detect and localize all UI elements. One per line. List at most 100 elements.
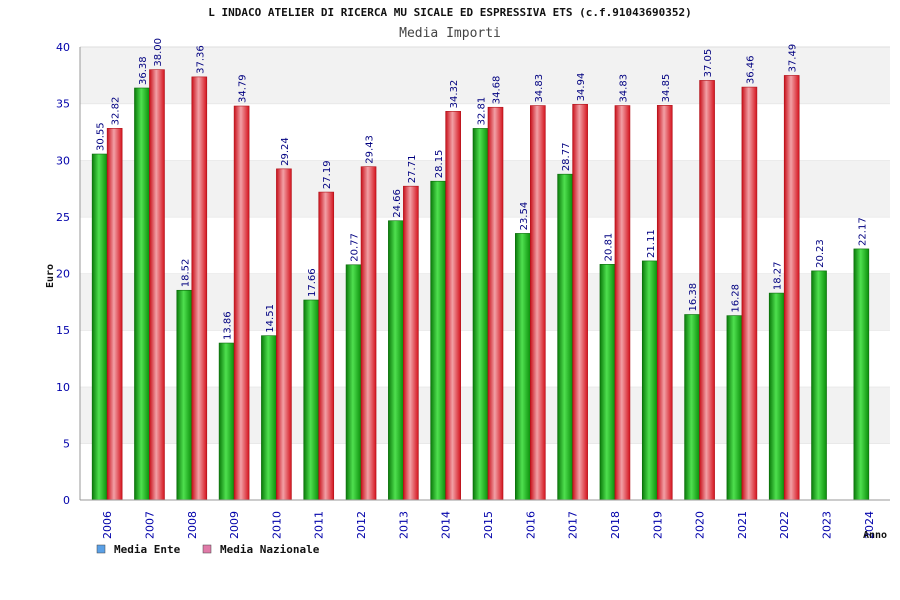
y-axis-ticks: 0 5 10 15 20 25 30 35 40 — [56, 41, 70, 507]
bars — [91, 69, 870, 501]
bar-media-nazionale-2013 — [403, 185, 419, 501]
bar-media-nazionale-2021 — [741, 86, 758, 501]
bar-media-ente-2010 — [261, 335, 277, 501]
bar-media-ente-2016 — [515, 233, 531, 501]
value-label-media-nazionale-2016: 34.83 — [534, 74, 545, 103]
value-label-media-nazionale-2019: 34.85 — [661, 74, 672, 103]
bar-media-nazionale-2014 — [445, 111, 461, 501]
value-label-media-nazionale-2018: 34.83 — [618, 74, 629, 103]
x-tick-label-2009: 2009 — [228, 511, 241, 539]
value-label-media-ente-2008: 18.52 — [180, 259, 191, 288]
bar-media-ente-2008 — [176, 289, 193, 501]
bar-media-ente-2015 — [472, 128, 489, 501]
bar-media-nazionale-2006 — [106, 128, 123, 501]
bar-media-nazionale-2015 — [487, 106, 504, 501]
bar-media-nazionale-2019 — [656, 105, 673, 501]
bar-media-ente-2013 — [388, 220, 404, 501]
value-label-media-ente-2021: 16.28 — [730, 284, 741, 313]
value-label-media-ente-2020: 16.38 — [688, 283, 699, 312]
x-tick-label-2016: 2016 — [524, 511, 537, 539]
x-tick-label-2015: 2015 — [482, 511, 495, 539]
value-label-media-ente-2011: 17.66 — [307, 268, 318, 297]
bar-media-ente-2018 — [599, 264, 616, 501]
value-labels: 30.55 32.82 36.38 38.00 18.52 37.36 13.86 34.79… — [96, 38, 869, 340]
value-label-media-ente-2010: 14.51 — [265, 304, 276, 333]
legend: Media Ente Media Nazionale — [96, 543, 320, 556]
x-tick-label-2019: 2019 — [651, 511, 664, 539]
bar-media-nazionale-2020 — [699, 80, 715, 501]
value-label-media-nazionale-2006: 32.82 — [111, 97, 122, 126]
value-label-media-ente-2022: 18.27 — [773, 261, 784, 290]
value-label-media-nazionale-2021: 36.46 — [745, 55, 756, 84]
bar-media-nazionale-2009 — [233, 105, 250, 501]
bar-media-nazionale-2017 — [572, 104, 588, 501]
value-label-media-ente-2016: 23.54 — [519, 202, 530, 231]
x-tick-label-2020: 2020 — [694, 511, 707, 539]
bar-media-nazionale-2008 — [191, 76, 208, 501]
bar-media-nazionale-2011 — [318, 191, 335, 501]
value-label-media-nazionale-2009: 34.79 — [238, 74, 249, 103]
value-label-media-ente-2006: 30.55 — [96, 122, 107, 151]
value-label-media-ente-2019: 21.11 — [646, 229, 657, 258]
legend-label-media-nazionale: Media Nazionale — [220, 543, 320, 556]
x-tick-label-2007: 2007 — [143, 511, 156, 539]
bar-media-nazionale-2022 — [783, 75, 800, 501]
x-tick-label-2011: 2011 — [313, 511, 326, 539]
y-tick-label: 30 — [56, 154, 70, 167]
y-tick-label: 10 — [56, 381, 70, 394]
legend-label-media-ente: Media Ente — [114, 543, 181, 556]
bar-media-nazionale-2018 — [614, 105, 631, 501]
x-tick-label-2014: 2014 — [440, 511, 453, 539]
bar-media-ente-2014 — [430, 180, 446, 501]
y-tick-label: 25 — [56, 211, 70, 224]
legend-swatch-media-ente — [96, 544, 106, 554]
bar-media-nazionale-2007 — [149, 69, 165, 501]
bar-media-nazionale-2010 — [276, 168, 292, 501]
y-tick-label: 35 — [56, 98, 70, 111]
value-label-media-ente-2013: 24.66 — [392, 189, 403, 218]
x-axis-ticks: 2006 2007 2008 2009 2010 2011 2012 2013 2014 2015… — [101, 511, 876, 539]
x-tick-label-2023: 2023 — [821, 511, 834, 539]
x-axis-label: Anno — [863, 530, 887, 541]
value-label-media-ente-2009: 13.86 — [223, 311, 234, 340]
x-tick-label-2022: 2022 — [778, 511, 791, 539]
bar-media-ente-2024 — [853, 248, 870, 501]
bar-media-nazionale-2012 — [360, 166, 377, 501]
value-label-media-ente-2024: 22.17 — [857, 217, 868, 246]
chart-title: L INDACO ATELIER DI RICERCA MU SICALE ED… — [208, 6, 691, 19]
bar-media-ente-2023 — [811, 270, 827, 501]
x-tick-label-2008: 2008 — [186, 511, 199, 539]
value-label-media-nazionale-2014: 34.32 — [449, 80, 460, 109]
value-label-media-ente-2017: 28.77 — [561, 143, 572, 172]
bar-media-nazionale-2016 — [530, 105, 546, 501]
bar-media-ente-2021 — [726, 315, 743, 501]
value-label-media-nazionale-2020: 37.05 — [703, 49, 714, 78]
value-label-media-nazionale-2008: 37.36 — [195, 45, 206, 74]
value-label-media-ente-2018: 20.81 — [603, 233, 614, 262]
x-tick-label-2021: 2021 — [736, 511, 749, 539]
bar-media-ente-2011 — [303, 299, 320, 501]
x-tick-label-2024: 2024 — [863, 511, 876, 539]
bar-media-ente-2006 — [91, 153, 108, 501]
y-tick-label: 20 — [56, 268, 70, 281]
value-label-media-ente-2007: 36.38 — [138, 56, 149, 85]
x-tick-label-2012: 2012 — [355, 511, 368, 539]
chart-subtitle: Media Importi — [399, 26, 501, 41]
value-label-media-ente-2014: 28.15 — [434, 150, 445, 179]
value-label-media-nazionale-2011: 27.19 — [322, 160, 333, 189]
bar-media-ente-2017 — [557, 173, 573, 501]
bar-media-ente-2022 — [768, 292, 785, 501]
value-label-media-nazionale-2022: 37.49 — [788, 44, 799, 73]
y-tick-label: 5 — [63, 437, 70, 450]
value-label-media-nazionale-2013: 27.71 — [407, 155, 418, 184]
bar-media-ente-2019 — [641, 260, 658, 501]
bar-media-ente-2020 — [684, 314, 700, 501]
x-tick-label-2018: 2018 — [609, 511, 622, 539]
value-label-media-ente-2023: 20.23 — [815, 239, 826, 268]
value-label-media-nazionale-2007: 38.00 — [153, 38, 164, 67]
value-label-media-nazionale-2010: 29.24 — [280, 137, 291, 166]
y-tick-label: 0 — [63, 494, 70, 507]
x-tick-label-2013: 2013 — [397, 511, 410, 539]
bar-media-ente-2012 — [345, 264, 362, 501]
